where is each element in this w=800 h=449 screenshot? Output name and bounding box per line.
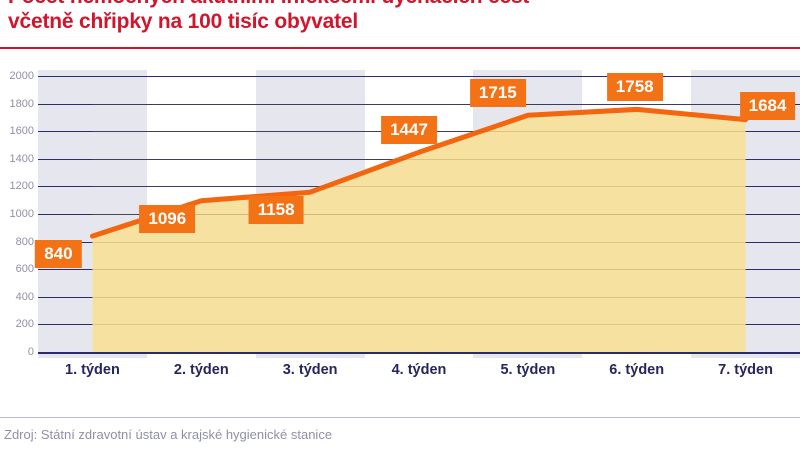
- y-tick-label: 2000: [9, 70, 34, 82]
- x-tick-label: 6. týden: [609, 362, 665, 378]
- x-tick-label: 4. týden: [391, 362, 447, 378]
- gridline-over-area: [92, 241, 746, 243]
- gridline-over-area: [92, 296, 746, 298]
- data-point-label: 1758: [606, 73, 663, 102]
- gridline: [38, 352, 800, 354]
- gridline-over-area: [92, 269, 746, 271]
- y-axis: 0 200 400 600 800 1000 1200 1400 1600 1800 2000: [0, 70, 34, 358]
- y-tick-label: 1000: [9, 208, 34, 220]
- gridline: [38, 76, 800, 77]
- gridline-over-area: [92, 186, 746, 188]
- area-series-chart: [89, 106, 749, 353]
- data-point-label: 1096: [139, 204, 196, 233]
- y-tick-label: 1800: [9, 97, 34, 110]
- page-title-line-2: včetně chřipky na 100 tisíc obyvatel: [8, 10, 358, 33]
- chart-container: 0 200 400 600 800 1000 1200 1400 1600 1800 2000 84…: [0, 70, 800, 358]
- x-tick-label: 1. týden: [65, 362, 120, 378]
- page-title-line-1: Počet nemocných akutními infekcemi dýcha…: [8, 0, 792, 9]
- y-tick-label: 0: [27, 346, 34, 358]
- x-tick-label: 5. týden: [500, 362, 556, 378]
- gridline-over-area: [92, 158, 746, 160]
- y-tick-label: 1600: [9, 125, 34, 138]
- y-tick-label: 200: [15, 318, 34, 331]
- x-tick-label: 2. týden: [173, 362, 229, 378]
- data-point-label: 1447: [381, 116, 437, 145]
- y-tick-label: 1400: [9, 152, 34, 165]
- title-divider: [0, 47, 800, 49]
- data-point-label: 1684: [739, 91, 796, 120]
- source-attribution: Zdroj: Státní zdravotní ústav a krajské …: [4, 427, 333, 442]
- data-point-label: 1715: [469, 79, 526, 108]
- chart-title-block: Počet nemocných akutními infekcemi dýcha…: [0, 0, 800, 46]
- x-axis: 1. týden 2. týden 3. týden 4. týden 5. týden…: [38, 362, 800, 386]
- y-tick-label: 600: [15, 263, 34, 276]
- footer-divider: [0, 417, 800, 418]
- y-tick-label: 1200: [9, 180, 34, 193]
- y-tick-label: 400: [15, 290, 34, 303]
- gridline-over-area: [92, 103, 746, 105]
- x-tick-label: 7. týden: [718, 362, 773, 378]
- series-line: [89, 106, 749, 239]
- gridline: [38, 103, 800, 105]
- x-tick-label: 3. týden: [282, 362, 338, 378]
- data-point-label: 840: [35, 240, 82, 269]
- gridline-over-area: [92, 324, 746, 326]
- y-tick-label: 800: [15, 235, 34, 248]
- gridline-over-area: [92, 214, 746, 215]
- area-fill: [92, 109, 746, 353]
- data-point-label: 1158: [248, 196, 304, 225]
